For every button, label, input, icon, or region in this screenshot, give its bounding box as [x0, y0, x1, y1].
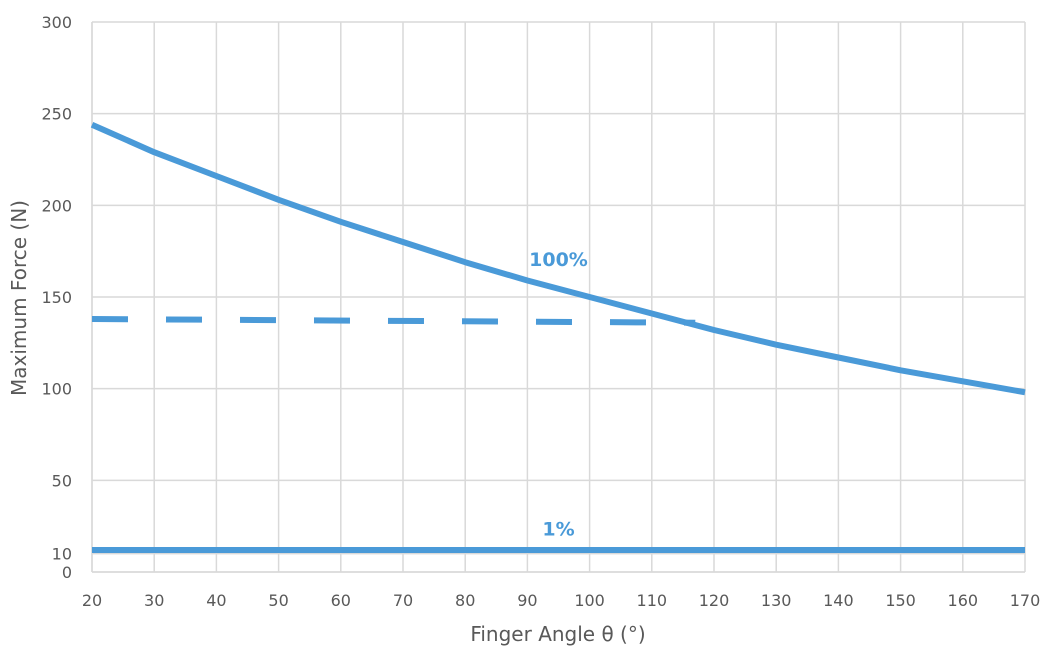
series-line-dashed — [91, 316, 696, 326]
y-tick-label-10: 10 — [52, 545, 72, 564]
x-tick-label-30: 30 — [144, 591, 164, 610]
x-tick-label-60: 60 — [331, 591, 351, 610]
y-tick-label-50: 50 — [52, 471, 72, 490]
x-axis-ticks: 20 30 40 50 60 70 80 90 100 110 120 130 140 150 160 170 — [82, 591, 1040, 610]
y-axis-ticks: 010 50 100 150 200 250 300 — [41, 13, 72, 582]
y-tick-label-300: 300 — [41, 13, 72, 32]
y-tick-label-0: 0 — [62, 563, 72, 582]
x-tick-label-90: 90 — [517, 591, 537, 610]
x-tick-label-160: 160 — [948, 591, 979, 610]
y-axis-title: Maximum Force (N) — [7, 200, 31, 396]
series-lines — [90, 121, 1026, 553]
gridlines — [91, 21, 1026, 573]
x-tick-label-70: 70 — [393, 591, 413, 610]
x-tick-label-80: 80 — [455, 591, 475, 610]
series-annotations: 100% 1% — [529, 249, 588, 540]
x-tick-label-170: 170 — [1010, 591, 1041, 610]
x-tick-label-130: 130 — [761, 591, 792, 610]
x-axis-title: Finger Angle θ (°) — [470, 622, 645, 646]
x-tick-label-20: 20 — [82, 591, 102, 610]
y-tick-label-100: 100 — [41, 380, 72, 399]
x-tick-label-100: 100 — [574, 591, 605, 610]
x-tick-label-50: 50 — [268, 591, 288, 610]
y-tick-label-150: 150 — [41, 288, 72, 307]
y-tick-label-250: 250 — [41, 105, 72, 124]
x-tick-label-140: 140 — [823, 591, 854, 610]
x-tick-label-150: 150 — [885, 591, 916, 610]
x-tick-label-110: 110 — [637, 591, 668, 610]
series-label-100pct: 100% — [529, 249, 588, 271]
series-line-100pct — [90, 121, 1026, 396]
series-label-1pct: 1% — [542, 518, 574, 540]
y-tick-label-200: 200 — [41, 196, 72, 215]
x-tick-label-40: 40 — [206, 591, 226, 610]
x-tick-label-120: 120 — [699, 591, 730, 610]
